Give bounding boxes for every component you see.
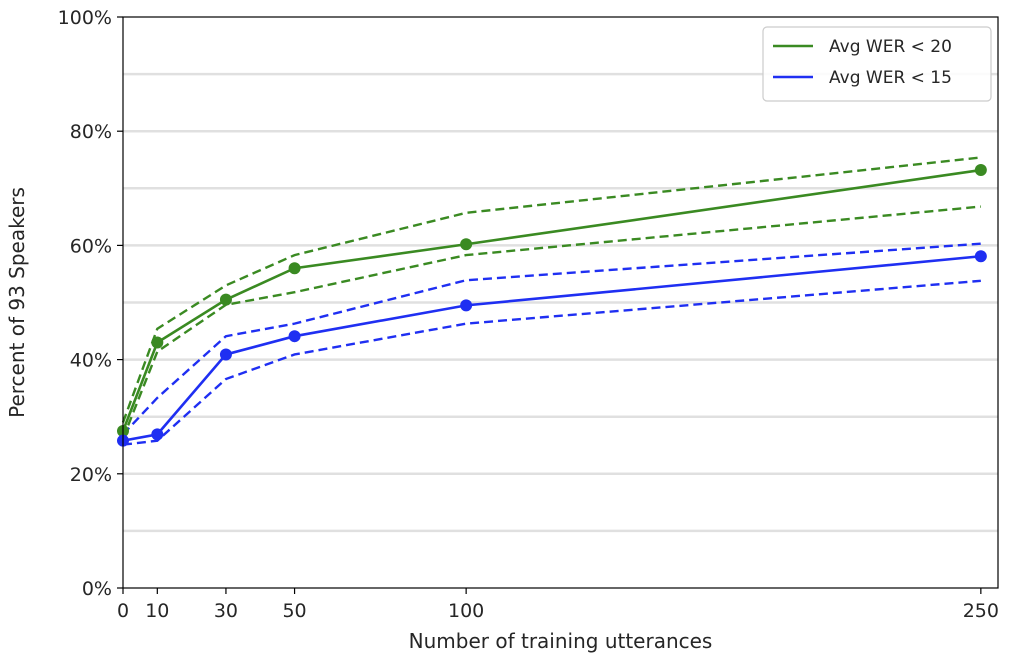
x-tick-label: 30 xyxy=(214,600,238,622)
series-1-point xyxy=(974,164,987,177)
y-tick-label: 80% xyxy=(70,121,112,143)
legend-box xyxy=(762,26,992,102)
legend-label: Avg WER < 20 xyxy=(829,37,952,57)
x-tick-label: 100 xyxy=(448,600,484,622)
y-tick-label: 100% xyxy=(58,7,112,29)
series-1-point xyxy=(219,293,232,306)
series-2-line xyxy=(122,254,981,442)
series-2-point xyxy=(974,250,987,263)
x-axis-title: Number of training utterances xyxy=(409,629,713,653)
plot-frame xyxy=(122,16,999,589)
series-2-lower-bound-line xyxy=(122,279,981,446)
series-1-point xyxy=(151,336,164,349)
x-tick-label: 250 xyxy=(963,600,999,622)
gridlines xyxy=(123,72,998,533)
series-2-point xyxy=(460,299,473,312)
series-1-point xyxy=(460,238,473,251)
y-tick-label: 0% xyxy=(82,578,112,600)
series-points xyxy=(117,164,987,447)
series-2-point xyxy=(288,330,301,343)
series-1-upper-bound-line xyxy=(121,156,981,423)
series-1-lower-bound-line xyxy=(121,205,981,439)
y-axis-title: Percent of 93 Speakers xyxy=(5,187,29,418)
y-tick-label: 20% xyxy=(70,464,112,486)
series-1-point xyxy=(288,262,301,275)
legend: Avg WER < 20 Avg WER < 15 xyxy=(762,26,992,102)
x-tick-label: 10 xyxy=(145,600,169,622)
series-2-point xyxy=(151,428,164,441)
legend-label: Avg WER < 15 xyxy=(829,68,952,88)
y-axis-ticks: 0% 20% 40% 60% 80% 100% xyxy=(58,7,123,600)
x-tick-label: 0 xyxy=(117,600,129,622)
series-2-upper-bound-line xyxy=(122,242,981,436)
x-axis-ticks: 0 10 30 50 100 250 xyxy=(117,588,999,622)
y-tick-label: 40% xyxy=(70,350,112,372)
confidence-bands xyxy=(121,156,981,446)
y-tick-label: 60% xyxy=(70,235,112,257)
series-2-point xyxy=(219,348,232,361)
series-lines xyxy=(121,168,982,442)
series-1-line xyxy=(121,168,982,432)
x-tick-label: 50 xyxy=(282,600,306,622)
